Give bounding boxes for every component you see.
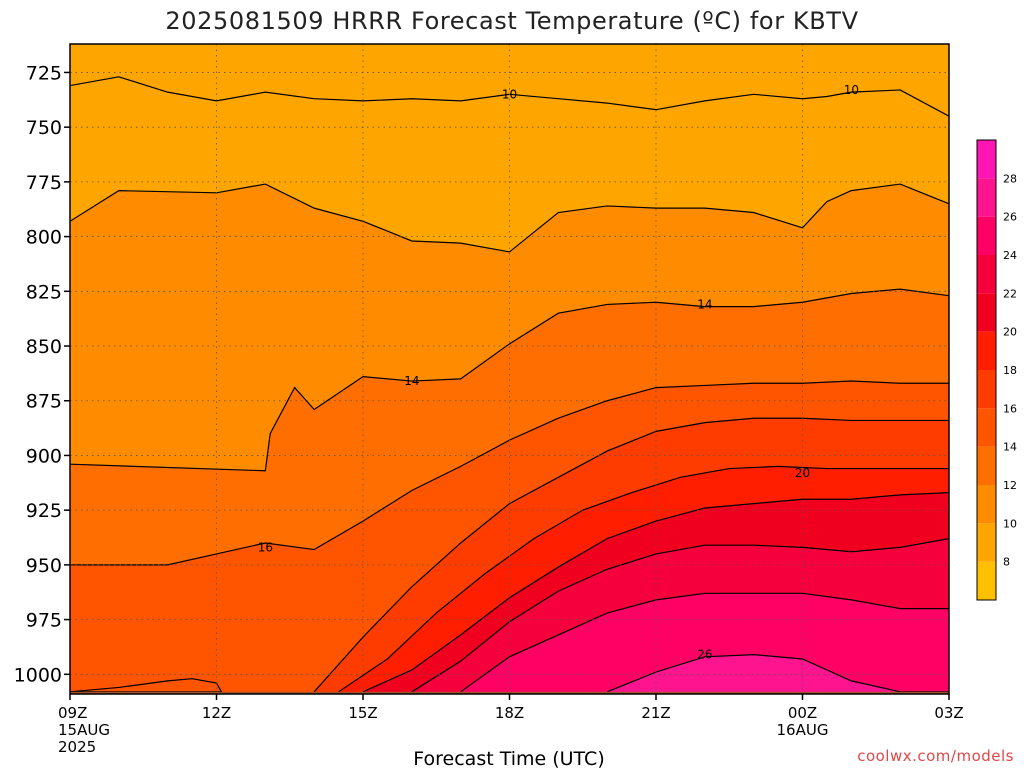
x-tick-label: 15Z <box>348 704 377 722</box>
colorbar-segment <box>977 408 996 447</box>
band-24-26 <box>460 593 949 694</box>
colorbar-tick-label: 14 <box>1003 441 1017 454</box>
colorbar-segment <box>977 216 996 255</box>
contour-label: 20 <box>795 466 810 480</box>
y-tick-label: 875 <box>26 391 62 413</box>
x-axis-label: Forecast Time (UTC) <box>413 748 604 768</box>
x-tick-label: 16AUG <box>777 721 829 739</box>
contour-20-22 <box>362 492 949 693</box>
colorbar-segment <box>977 446 996 485</box>
contour-8-10 <box>70 76 949 117</box>
y-tick-label: 950 <box>26 555 62 577</box>
y-axis: 725 750 775 800 825 850 875 900 925 950 975 1000 <box>14 62 70 686</box>
contour-label: 14 <box>697 297 712 311</box>
contour-10-12 <box>70 183 949 253</box>
plot-area: 10 10 14 14 20 16 26 <box>69 43 950 695</box>
x-tick-label: 09Z <box>58 704 87 722</box>
colorbar-tick-label: 20 <box>1003 326 1017 339</box>
contour-14-16 <box>70 380 949 566</box>
colorbar-segment <box>977 561 996 600</box>
contour-16-18 <box>313 417 949 693</box>
contour-22-24 <box>411 538 949 693</box>
y-tick-label: 1000 <box>14 664 62 686</box>
x-tick-label: 00Z <box>788 704 817 722</box>
y-tick-label: 800 <box>26 227 62 249</box>
colorbar-tick-label: 22 <box>1003 287 1017 300</box>
colorbar: 8 10 12 14 16 18 20 22 24 26 28 <box>976 139 1017 601</box>
colorbar-tick-label: 12 <box>1003 479 1017 492</box>
colorbar-tick-label: 10 <box>1003 517 1017 530</box>
colorbar-segment <box>977 485 996 524</box>
contour-label: 26 <box>697 648 712 662</box>
y-tick-label: 925 <box>26 500 62 522</box>
ground <box>70 691 949 694</box>
y-tick-label: 900 <box>26 445 62 467</box>
x-tick-label: 21Z <box>641 704 670 722</box>
contour-label: 14 <box>404 374 419 388</box>
contour-label: 16 <box>258 540 273 554</box>
colorbar-segment <box>977 293 996 332</box>
contour-label: 10 <box>502 87 517 101</box>
colorbar-segment <box>977 523 996 562</box>
y-tick-label: 725 <box>26 62 62 84</box>
x-tick-label: 2025 <box>58 738 96 756</box>
y-tick-label: 975 <box>26 610 62 632</box>
x-tick-label: 12Z <box>202 704 231 722</box>
contour-26-28 <box>606 654 949 693</box>
contour-label: 10 <box>844 83 859 97</box>
contour-12-14 <box>70 288 949 472</box>
colorbar-frame <box>976 139 997 601</box>
colorbar-segment <box>977 255 996 294</box>
colorbar-tick-label: 16 <box>1003 402 1017 415</box>
colorbar-tick-label: 8 <box>1003 556 1010 569</box>
y-tick-label: 775 <box>26 172 62 194</box>
colorbar-segment <box>977 140 996 179</box>
x-tick-label: 03Z <box>934 704 963 722</box>
chart-title: 2025081509 HRRR Forecast Temperature (ºC… <box>165 7 858 35</box>
y-tick-label: 825 <box>26 281 62 303</box>
colorbar-tick-label: 28 <box>1003 172 1017 185</box>
colorbar-segment <box>977 178 996 217</box>
credit-text[interactable]: coolwx.com/models <box>857 747 1014 765</box>
contour-near-surface <box>70 678 223 693</box>
colorbar-segment <box>977 370 996 409</box>
y-tick-label: 850 <box>26 336 62 358</box>
colorbar-tick-label: 24 <box>1003 249 1017 262</box>
colorbar-segment <box>977 331 996 370</box>
contour-24-26 <box>460 592 949 693</box>
colorbar-tick-label: 18 <box>1003 364 1017 377</box>
x-tick-label: 18Z <box>495 704 524 722</box>
x-tick-label: 15AUG <box>58 721 110 739</box>
y-tick-label: 750 <box>26 117 62 139</box>
colorbar-tick-label: 26 <box>1003 211 1017 224</box>
